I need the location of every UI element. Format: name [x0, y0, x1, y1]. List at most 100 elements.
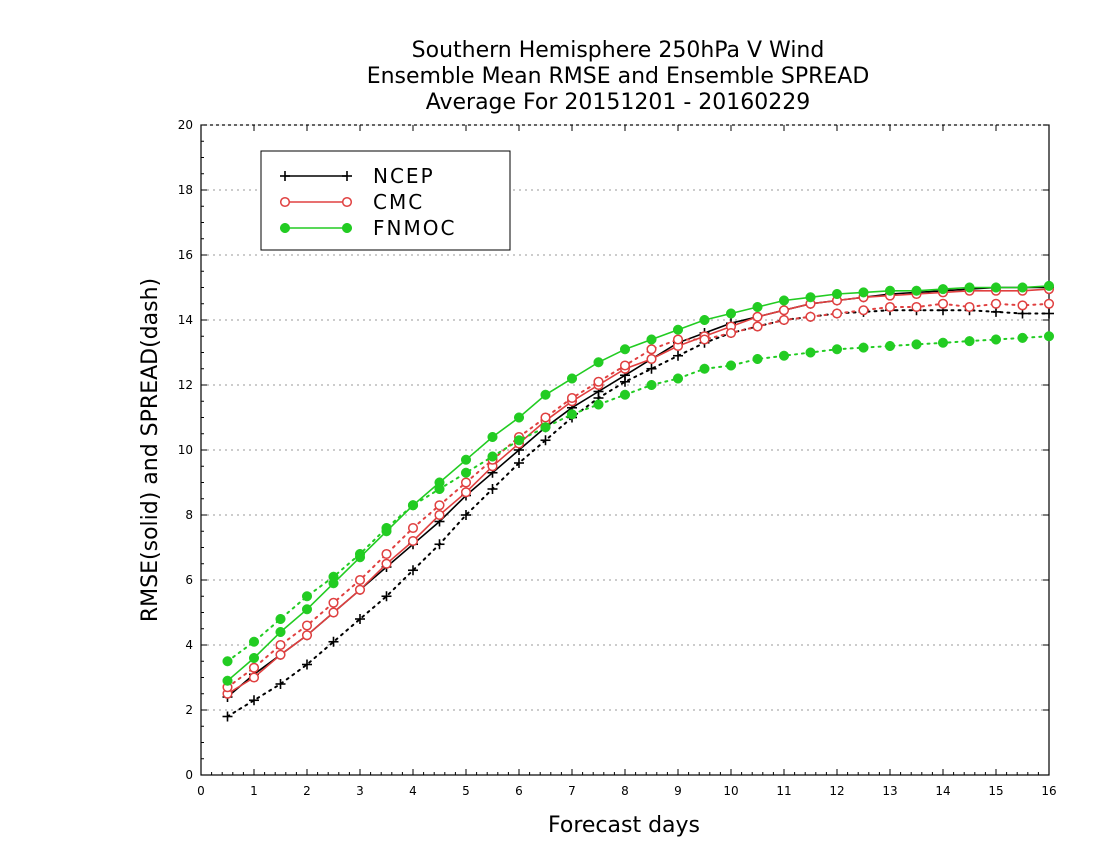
legend-label-ncep: NCEP — [373, 164, 435, 188]
ncep-spread-point — [222, 711, 233, 722]
cmc-spread-point — [990, 298, 1002, 309]
cmc-spread-point — [354, 574, 366, 586]
fnmoc-rmse-line — [226, 285, 1050, 682]
fnmoc-spread-point — [540, 422, 551, 433]
y-tick-label: 2 — [185, 703, 193, 717]
fnmoc-spread-point — [407, 500, 419, 511]
fnmoc-spread-point — [699, 363, 710, 374]
fnmoc-rmse-point — [1043, 280, 1055, 291]
cmc-spread-point — [699, 334, 710, 345]
fnmoc-spread-point — [513, 435, 525, 446]
y-axis-label: RMSE(solid) and SPREAD(dash) — [138, 278, 163, 622]
fnmoc-rmse-point — [540, 389, 551, 400]
ncep-spread-point — [487, 484, 498, 494]
legend-marker-ncep — [342, 171, 352, 181]
fnmoc-spread-point — [937, 337, 949, 348]
cmc-spread-point — [275, 639, 286, 651]
chart-title-line-1: Southern Hemisphere 250hPa V Wind — [412, 38, 825, 63]
x-tick-label: 12 — [829, 784, 844, 798]
legend-marker-cmc — [341, 196, 353, 208]
y-tick-label: 10 — [178, 443, 193, 457]
y-tick-label: 8 — [185, 508, 193, 522]
cmc-spread-point — [805, 311, 816, 322]
x-tick-label: 1 — [250, 784, 258, 798]
legend-marker-fnmoc — [279, 222, 291, 234]
cmc-spread-point — [672, 334, 684, 345]
cmc-rmse-point — [460, 487, 472, 498]
fnmoc-spread-point — [778, 350, 790, 361]
fnmoc-rmse-series — [222, 280, 1055, 686]
x-tick-label: 0 — [197, 784, 205, 798]
cmc-spread-point — [248, 662, 260, 673]
fnmoc-spread-point — [275, 613, 286, 625]
cmc-spread-point — [301, 620, 313, 631]
fnmoc-rmse-point — [646, 334, 657, 345]
cmc-rmse-point — [752, 311, 763, 322]
cmc-rmse-point — [328, 607, 339, 618]
fnmoc-rmse-point — [593, 357, 604, 368]
fnmoc-rmse-point — [672, 324, 684, 335]
fnmoc-spread-series — [222, 331, 1055, 667]
ncep-spread-line — [226, 309, 1050, 718]
legend-item-cmc: CMC — [279, 190, 422, 214]
ncep-spread-point — [302, 659, 312, 670]
ncep-spread-point — [249, 695, 259, 706]
cmc-rmse-line — [227, 288, 1050, 695]
fnmoc-rmse-point — [513, 412, 525, 423]
cmc-rmse-point — [275, 649, 286, 660]
cmc-spread-point — [434, 500, 445, 511]
fnmoc-spread-line — [226, 335, 1050, 663]
x-tick-label: 16 — [1041, 784, 1056, 798]
x-tick-label: 5 — [462, 784, 470, 798]
ncep-spread-point — [328, 636, 339, 647]
ncep-spread-point — [461, 510, 471, 520]
fnmoc-spread-point — [593, 399, 604, 410]
ncep-spread-point — [540, 435, 551, 446]
fnmoc-spread-point — [248, 636, 260, 647]
x-tick-label: 4 — [409, 784, 417, 798]
cmc-rmse-series — [222, 284, 1055, 699]
ncep-spread-point — [646, 363, 657, 374]
cmc-spread-point — [619, 360, 631, 371]
cmc-spread-point — [646, 344, 657, 355]
fnmoc-rmse-point — [222, 675, 233, 686]
x-tick-label: 10 — [723, 784, 738, 798]
grid-lines — [201, 189, 1049, 711]
x-tick-label: 13 — [882, 784, 897, 798]
ncep-spread-point — [355, 614, 365, 624]
ncep-rmse-line — [226, 286, 1049, 698]
fnmoc-spread-point — [672, 373, 684, 384]
cmc-spread-point — [328, 597, 339, 608]
y-tick-label: 18 — [178, 183, 193, 197]
fnmoc-rmse-point — [778, 295, 790, 306]
axes: 0 1 2 3 4 5 6 7 8 9 10 11 12 13 14 15 160246810121416182… — [178, 118, 1057, 798]
fnmoc-spread-point — [222, 656, 233, 667]
fnmoc-spread-point — [487, 451, 498, 462]
fnmoc-spread-point — [460, 467, 472, 478]
legend-marker-ncep — [280, 171, 290, 181]
x-tick-label: 15 — [988, 784, 1003, 798]
fnmoc-spread-point — [725, 360, 737, 371]
fnmoc-rmse-point — [805, 292, 816, 303]
fnmoc-rmse-point — [566, 373, 578, 384]
cmc-spread-point — [752, 321, 763, 332]
x-tick-label: 9 — [674, 784, 682, 798]
fnmoc-spread-point — [884, 340, 896, 352]
ncep-spread-point — [1044, 308, 1054, 319]
fnmoc-spread-point — [434, 483, 445, 495]
cmc-spread-point — [566, 392, 578, 404]
cmc-spread-point — [460, 477, 472, 488]
x-tick-label: 11 — [776, 784, 791, 798]
y-tick-label: 12 — [178, 378, 193, 392]
fnmoc-rmse-point — [301, 604, 313, 615]
chart-title-line-2: Ensemble Mean RMSE and Ensemble SPREAD — [367, 64, 870, 89]
fnmoc-spread-point — [1043, 331, 1055, 342]
ncep-spread-point — [673, 350, 683, 361]
ncep-rmse-series — [222, 282, 1054, 702]
chart-title-line-3: Average For 20151201 - 20160229 — [426, 90, 811, 115]
fnmoc-spread-point — [354, 548, 366, 560]
data-series — [222, 280, 1055, 722]
cmc-rmse-point — [778, 305, 790, 316]
fnmoc-rmse-point — [487, 431, 498, 443]
